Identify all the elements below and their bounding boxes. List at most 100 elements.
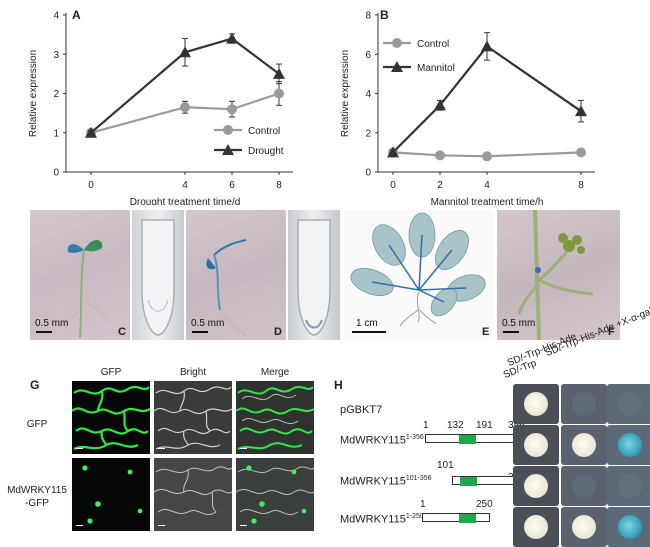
data-point bbox=[575, 105, 587, 117]
x-tick-label: 6 bbox=[229, 180, 235, 191]
rosette-drawing bbox=[350, 212, 486, 327]
yeast-colony bbox=[618, 433, 642, 457]
data-point bbox=[85, 126, 97, 138]
panel-label-c: C bbox=[118, 326, 126, 338]
scale-label: 1 cm bbox=[356, 318, 378, 329]
y-tick-label: 3 bbox=[53, 50, 59, 61]
pos-domain-end: 191 bbox=[476, 420, 493, 431]
scale-label: 0.5 mm bbox=[191, 318, 225, 329]
panel-label-e: E bbox=[482, 326, 490, 338]
yeast-spot bbox=[607, 384, 650, 424]
yeast-spot bbox=[513, 425, 559, 465]
y-tick-label: 0 bbox=[365, 168, 371, 179]
yeast-colony bbox=[524, 515, 548, 539]
yeast-colony bbox=[572, 433, 596, 457]
x-tick-label: 8 bbox=[276, 180, 282, 191]
x-tick-label: 4 bbox=[484, 180, 490, 191]
data-point bbox=[387, 146, 399, 158]
axes bbox=[375, 13, 595, 175]
yeast-spot bbox=[561, 507, 607, 547]
photo-rosette-e: 1 cm E bbox=[344, 210, 494, 340]
yeast-colony bbox=[524, 433, 548, 457]
x-tick-label: 0 bbox=[390, 180, 396, 191]
data-point bbox=[482, 151, 492, 162]
panel-label-b: B bbox=[380, 8, 389, 22]
y-axis-label: Relative expression bbox=[28, 50, 39, 137]
panel-label-f: F bbox=[608, 326, 615, 338]
tube-drawing bbox=[141, 219, 175, 336]
scale-bar bbox=[192, 331, 208, 333]
x-tick-label: 0 bbox=[88, 180, 94, 191]
axes bbox=[63, 13, 293, 175]
scale-bar bbox=[36, 331, 52, 333]
data-point bbox=[434, 99, 446, 111]
scale-bar bbox=[503, 331, 519, 333]
row-label-mdwrky115-gfp: MdWRKY115 -GFP bbox=[7, 485, 67, 509]
micro-gfp-merge bbox=[236, 381, 314, 454]
legend-entry bbox=[214, 144, 242, 155]
scale-label: 0.5 mm bbox=[35, 318, 69, 329]
yeast-no-growth bbox=[618, 474, 642, 498]
photo-tube-c bbox=[132, 210, 184, 340]
legend-label: Control bbox=[248, 126, 280, 137]
yeast-spot bbox=[513, 466, 559, 506]
yeast-colony bbox=[618, 515, 642, 539]
wrky-domain bbox=[460, 477, 477, 486]
photo-inflorescence-f: 0.5 mm F bbox=[497, 210, 620, 340]
panel-label-d: D bbox=[274, 326, 282, 338]
scale-label: 0.5 mm bbox=[502, 318, 536, 329]
series-line bbox=[392, 151, 582, 158]
y-tick-label: 4 bbox=[365, 89, 371, 100]
series-line bbox=[90, 92, 280, 134]
construct-mdwrky115-1-250: MdWRKY1151-250 bbox=[340, 513, 424, 526]
data-point bbox=[180, 102, 190, 113]
y-tick-label: 1 bbox=[53, 128, 59, 139]
row-label-gfp: GFP bbox=[26, 419, 48, 430]
panel-label-a: A bbox=[72, 8, 81, 22]
legend-label: Drought bbox=[248, 146, 284, 157]
photo-seedling-d: 0.5 mm D bbox=[186, 210, 286, 340]
inflorescence-drawing bbox=[517, 210, 594, 340]
wrky-domain bbox=[459, 514, 476, 523]
yeast-no-growth bbox=[572, 392, 596, 416]
legend-label: Mannitol bbox=[417, 63, 455, 74]
seedling-drawing bbox=[51, 240, 109, 339]
legend-entry bbox=[383, 61, 411, 72]
yeast-no-growth bbox=[618, 392, 642, 416]
yeast-spot bbox=[561, 425, 607, 465]
data-point bbox=[179, 46, 191, 58]
yeast-spot bbox=[561, 384, 607, 424]
x-tick-label: 2 bbox=[437, 180, 443, 191]
yeast-spot bbox=[513, 384, 559, 424]
x-axis-label: Drought treatment time/d bbox=[130, 197, 241, 205]
micro-gfp-gfp bbox=[72, 381, 150, 454]
y-tick-label: 6 bbox=[365, 50, 371, 61]
data-point bbox=[435, 150, 445, 161]
y-tick-label: 0 bbox=[53, 168, 59, 179]
y-tick-label: 2 bbox=[53, 89, 59, 100]
yeast-spot bbox=[513, 507, 559, 547]
yeast-no-growth bbox=[572, 474, 596, 498]
data-point bbox=[576, 147, 586, 158]
col-header-gfp: GFP bbox=[100, 367, 122, 378]
pos-domain-start: 132 bbox=[447, 420, 464, 431]
y-axis-label: Relative expression bbox=[340, 50, 351, 137]
data-point bbox=[481, 40, 493, 52]
yeast-colony bbox=[524, 392, 548, 416]
series-line bbox=[392, 44, 582, 154]
x-tick-label: 4 bbox=[182, 180, 188, 191]
seedling-drawing bbox=[206, 239, 247, 337]
chart-a: 0 1 2 3 4 0 4 6 8 Drought treatment time/d Relativ… bbox=[28, 11, 293, 205]
construct-bar-1-250 bbox=[422, 513, 490, 523]
panel-label-g: G bbox=[30, 378, 40, 392]
tube-drawing bbox=[297, 219, 331, 336]
construct-pgbkt7: pGBKT7 bbox=[340, 404, 383, 416]
data-point bbox=[273, 67, 285, 79]
legend-label: Control bbox=[417, 39, 449, 50]
yeast-colony bbox=[572, 515, 596, 539]
pos-start: 1 bbox=[420, 499, 426, 510]
construct-mdwrky115-101-356: MdWRKY115101-356 bbox=[340, 475, 432, 488]
y-tick-label: 8 bbox=[365, 11, 371, 22]
data-point bbox=[274, 88, 284, 99]
data-point bbox=[226, 32, 238, 44]
